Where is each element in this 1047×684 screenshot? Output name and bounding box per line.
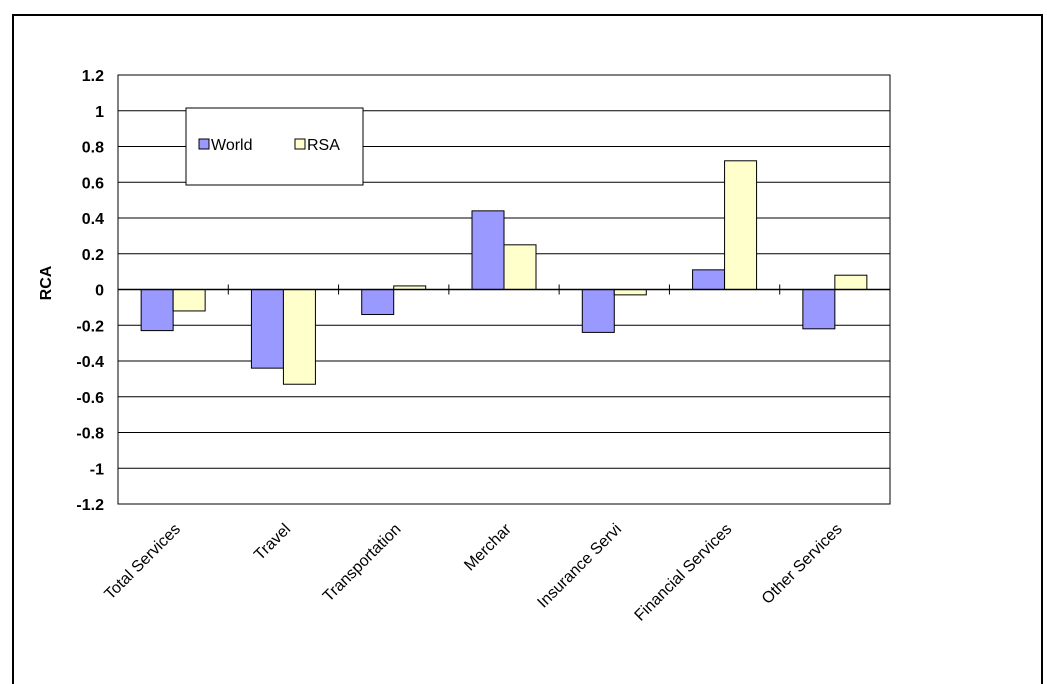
y-tick-labels: 1.2 1 0.8 0.6 0.4 0.2 0 -0.2 -0.4 -0.6 -0.8 -1 -1.2	[76, 68, 104, 514]
y-tick-label: -0.8	[76, 426, 104, 443]
y-tick-label: 0.6	[82, 175, 104, 192]
legend-box	[185, 107, 364, 186]
bar-world	[802, 289, 836, 330]
legend-swatch-rsa	[294, 138, 306, 150]
legend-swatch-world	[198, 138, 210, 150]
axes	[117, 74, 891, 505]
legend-label-world: World	[211, 137, 253, 154]
bar-world	[140, 289, 174, 332]
bar-world	[581, 289, 615, 333]
y-tick-label: -0.2	[76, 318, 104, 335]
legend: World RSA	[185, 107, 364, 186]
bar-world	[250, 289, 284, 369]
y-axis-label: RCA	[38, 265, 55, 300]
bar-rsa	[834, 274, 868, 291]
bars	[140, 160, 868, 385]
bar-rsa	[172, 289, 206, 312]
category-label: Financial Services	[632, 521, 736, 625]
y-tick-label: 1.2	[82, 68, 104, 85]
y-tick-label: -0.4	[76, 354, 104, 371]
chart-frame	[12, 14, 1043, 684]
category-label: Travel	[251, 521, 294, 564]
category-label: Total Services	[102, 521, 184, 603]
y-tick-label: 0.8	[82, 140, 104, 157]
category-label: Transportation	[320, 521, 405, 606]
category-labels: Total Services Travel Transportation Mercha…	[102, 520, 846, 624]
bar-rsa	[503, 244, 537, 290]
y-tick-label: 1	[95, 104, 104, 121]
y-tick-label: 0	[95, 283, 104, 300]
bar-world	[692, 269, 726, 290]
bar-rsa	[613, 289, 647, 296]
category-label: Other Services	[759, 521, 846, 608]
y-tick-label: -1.2	[76, 497, 104, 514]
bar-world	[361, 289, 395, 316]
bar-rsa	[282, 289, 316, 385]
y-tick-label: -0.6	[76, 390, 104, 407]
y-tick-label: 0.2	[82, 247, 104, 264]
y-tick-label: -1	[90, 461, 104, 478]
category-label: Insurance Servi	[534, 521, 625, 612]
bar-world	[471, 210, 505, 291]
bar-rsa	[724, 160, 758, 290]
y-tick-label: 0.4	[82, 211, 104, 228]
legend-label-rsa: RSA	[307, 137, 340, 154]
category-label: Merchar	[461, 520, 515, 574]
